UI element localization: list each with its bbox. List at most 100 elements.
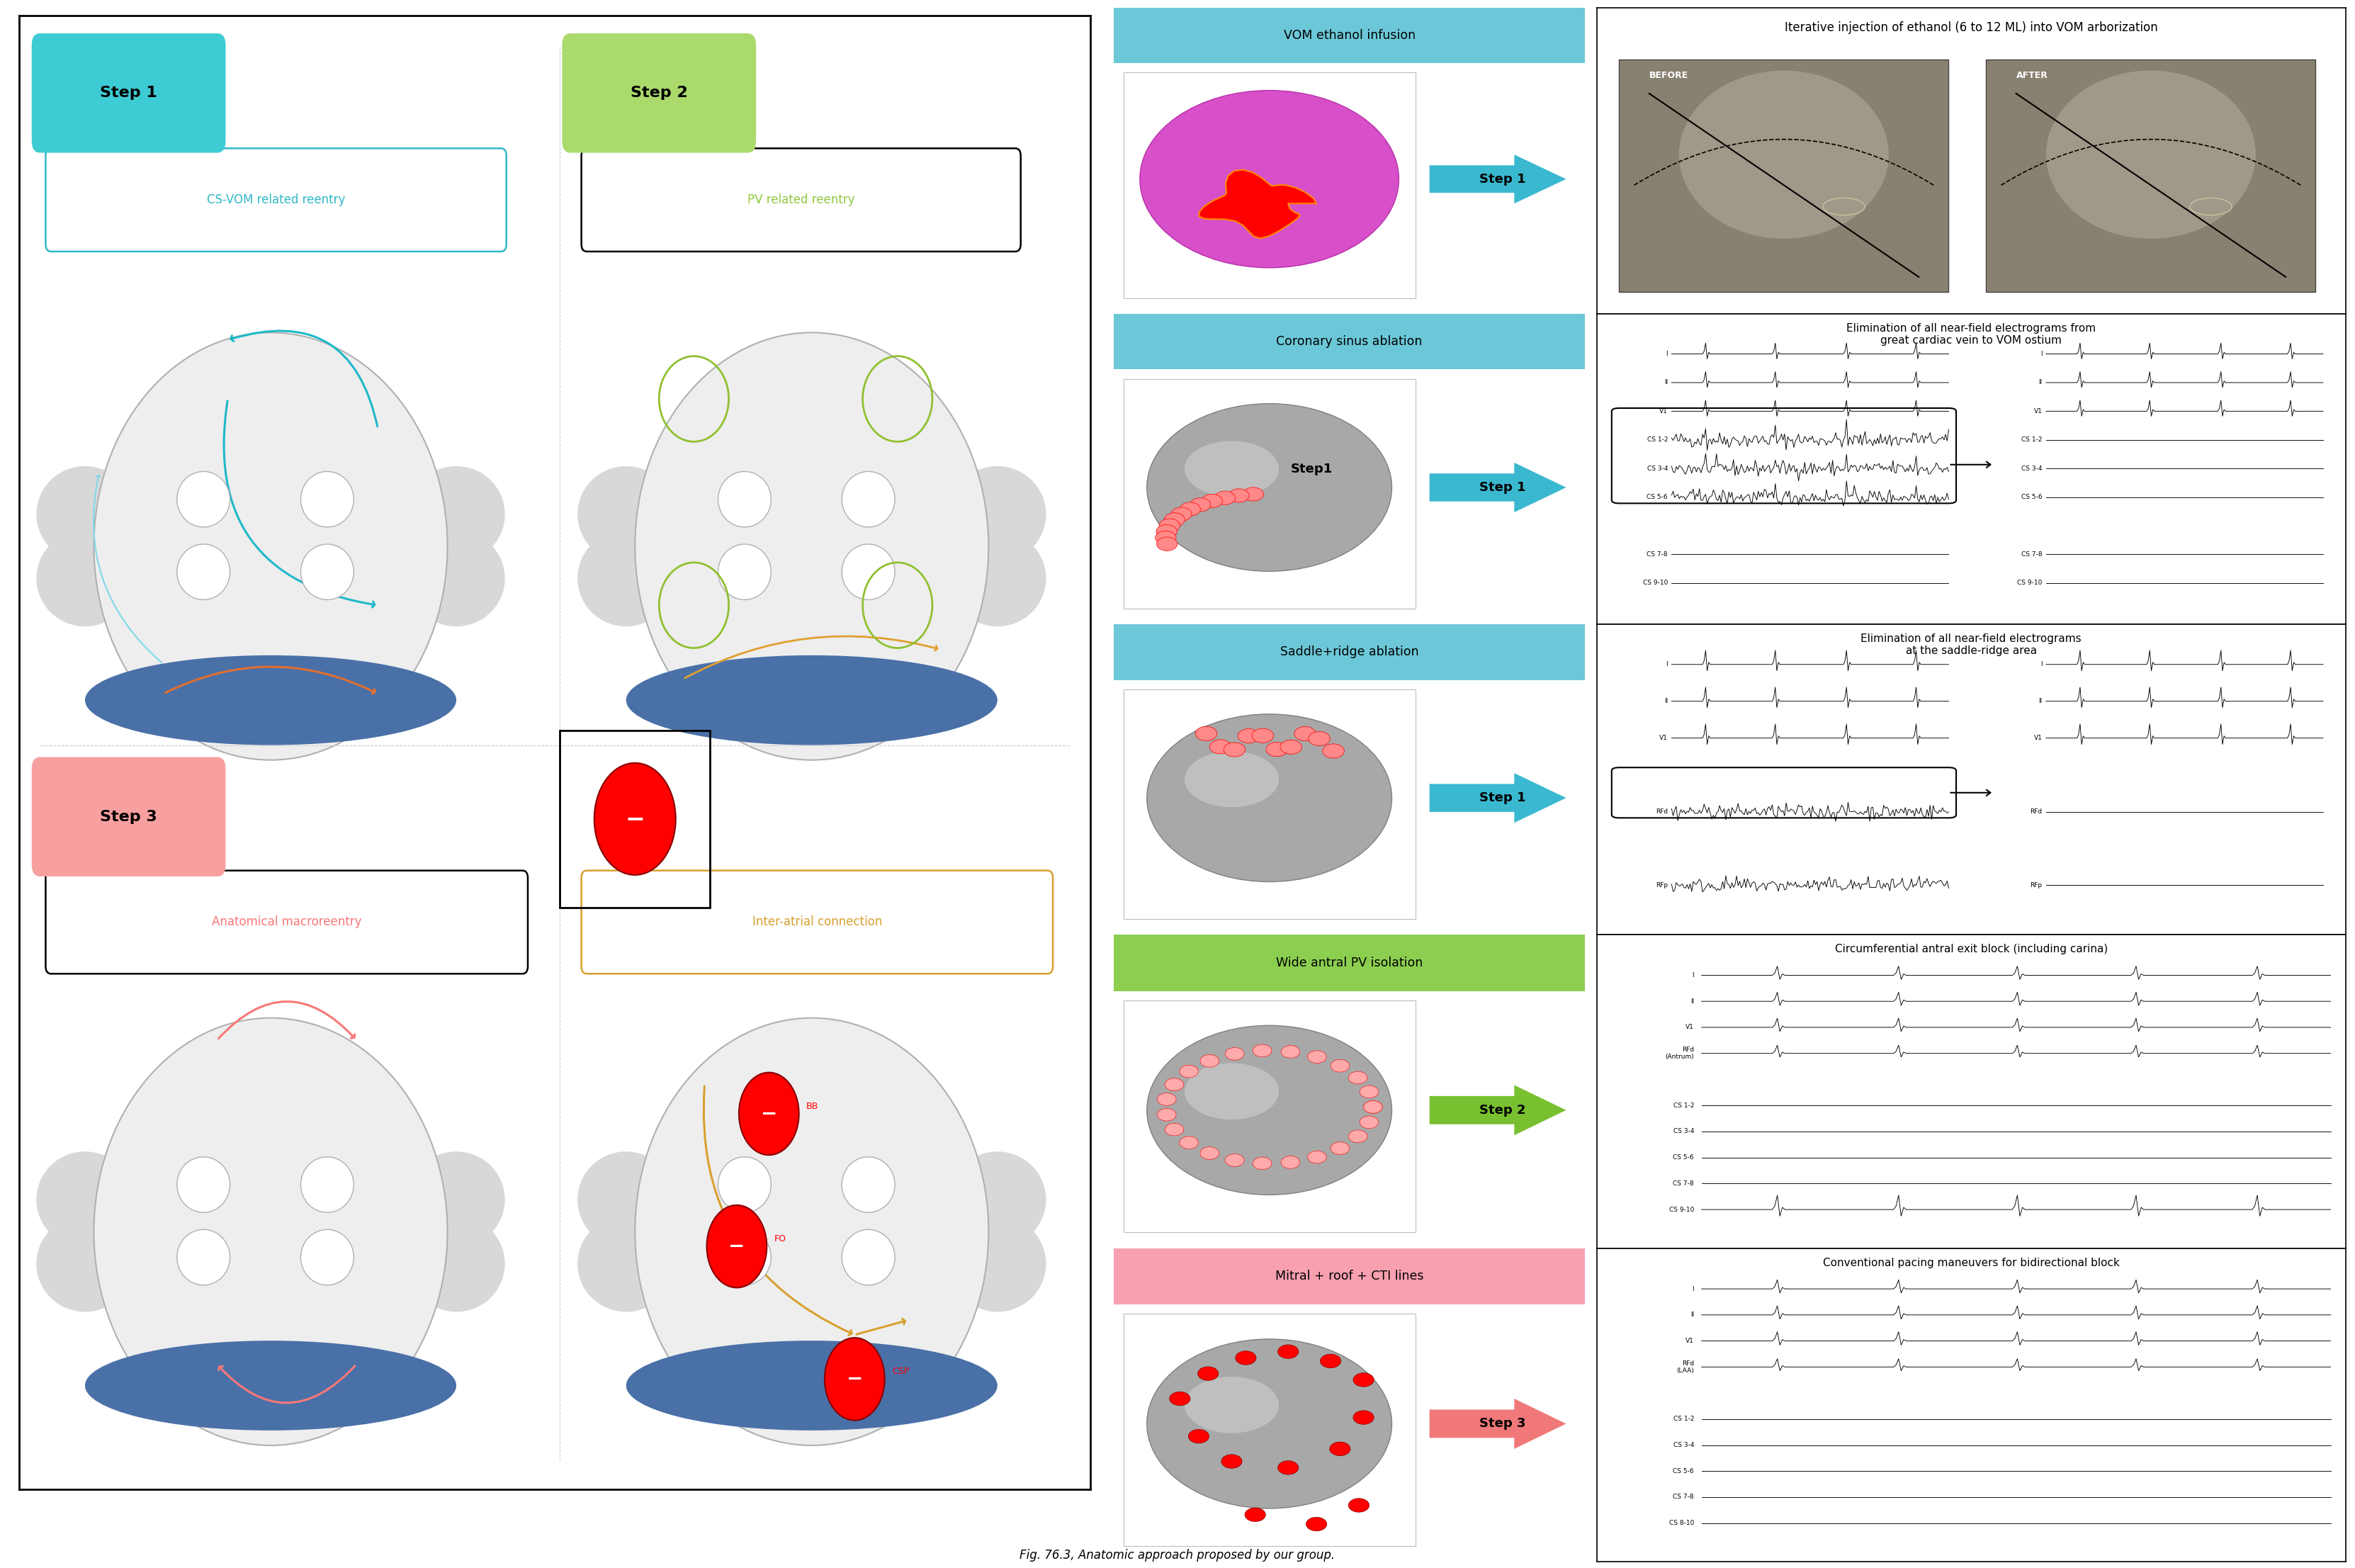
Ellipse shape: [1147, 1339, 1392, 1508]
Text: Step 3: Step 3: [99, 809, 158, 823]
Text: CS 5-6: CS 5-6: [1672, 1468, 1693, 1474]
Text: CS 9-10: CS 9-10: [1644, 580, 1667, 586]
Text: RFd: RFd: [2030, 809, 2042, 815]
Circle shape: [1295, 726, 1316, 740]
Text: V1: V1: [2035, 735, 2042, 742]
Ellipse shape: [1185, 441, 1279, 497]
Text: RFd
(Antrum): RFd (Antrum): [1665, 1046, 1693, 1060]
Circle shape: [1281, 1156, 1300, 1168]
Circle shape: [1281, 1046, 1300, 1058]
Text: V1: V1: [1686, 1338, 1693, 1344]
FancyBboxPatch shape: [1123, 72, 1415, 298]
FancyBboxPatch shape: [582, 149, 1020, 251]
Circle shape: [1229, 489, 1248, 502]
FancyBboxPatch shape: [1123, 1314, 1415, 1546]
Text: BEFORE: BEFORE: [1648, 71, 1689, 80]
Ellipse shape: [85, 1341, 457, 1430]
FancyBboxPatch shape: [1114, 314, 1585, 370]
Ellipse shape: [577, 530, 676, 627]
Text: Anatomical macroreentry: Anatomical macroreentry: [212, 916, 363, 928]
Circle shape: [1166, 1123, 1185, 1135]
Text: Elimination of all near-field electrograms from
great cardiac vein to VOM ostium: Elimination of all near-field electrogra…: [1846, 323, 2096, 347]
Ellipse shape: [718, 544, 770, 599]
Ellipse shape: [949, 530, 1046, 627]
Text: Step 1: Step 1: [99, 86, 158, 100]
Ellipse shape: [177, 472, 231, 527]
FancyBboxPatch shape: [1620, 60, 1948, 292]
Text: II: II: [1691, 999, 1693, 1005]
Ellipse shape: [841, 472, 895, 527]
Ellipse shape: [1147, 403, 1392, 571]
Ellipse shape: [407, 1151, 504, 1248]
Ellipse shape: [841, 1229, 895, 1286]
Ellipse shape: [1147, 1025, 1392, 1195]
FancyBboxPatch shape: [1114, 8, 1585, 63]
Ellipse shape: [177, 1229, 231, 1286]
Ellipse shape: [35, 1151, 134, 1248]
Circle shape: [1359, 1085, 1378, 1098]
Circle shape: [1236, 1352, 1255, 1364]
Text: II: II: [2039, 698, 2042, 704]
Circle shape: [1307, 1518, 1326, 1530]
Circle shape: [1215, 491, 1236, 505]
Text: AFTER: AFTER: [2016, 71, 2049, 80]
Circle shape: [1359, 1116, 1378, 1129]
Ellipse shape: [301, 1229, 353, 1286]
Text: CS 7-8: CS 7-8: [1672, 1181, 1693, 1187]
Ellipse shape: [407, 1215, 504, 1312]
Circle shape: [1239, 729, 1260, 743]
Text: Step1: Step1: [1291, 463, 1333, 475]
Text: CS 1-2: CS 1-2: [2021, 436, 2042, 444]
Text: Conventional pacing maneuvers for bidirectional block: Conventional pacing maneuvers for bidire…: [1823, 1258, 2120, 1269]
Text: −: −: [728, 1237, 744, 1256]
Text: CS 3-4: CS 3-4: [1672, 1443, 1693, 1449]
Text: II: II: [1665, 698, 1667, 704]
Text: FO: FO: [775, 1234, 787, 1243]
Circle shape: [1156, 532, 1175, 544]
Ellipse shape: [636, 1018, 989, 1446]
FancyArrow shape: [1429, 773, 1566, 823]
Ellipse shape: [1185, 751, 1279, 808]
Text: Step 1: Step 1: [1479, 792, 1526, 804]
Text: Step 2: Step 2: [1479, 1104, 1526, 1116]
Ellipse shape: [407, 466, 504, 563]
Ellipse shape: [177, 1157, 231, 1212]
Ellipse shape: [718, 1229, 770, 1286]
Text: Step 1: Step 1: [1479, 481, 1526, 494]
Ellipse shape: [407, 530, 504, 627]
Circle shape: [1180, 1137, 1199, 1149]
Ellipse shape: [301, 1157, 353, 1212]
Circle shape: [1349, 1131, 1368, 1143]
Circle shape: [1156, 538, 1178, 550]
Text: −: −: [624, 808, 645, 831]
Circle shape: [1321, 1355, 1340, 1367]
Ellipse shape: [301, 544, 353, 599]
Text: V1: V1: [2035, 408, 2042, 414]
Circle shape: [1279, 1461, 1298, 1474]
Ellipse shape: [949, 466, 1046, 563]
Ellipse shape: [1185, 1377, 1279, 1433]
Text: −: −: [845, 1369, 862, 1389]
Text: CS 3-4: CS 3-4: [1646, 466, 1667, 472]
Circle shape: [1279, 1345, 1298, 1358]
Circle shape: [1281, 740, 1302, 754]
FancyArrow shape: [1429, 1085, 1566, 1135]
Text: RFp: RFp: [1656, 883, 1667, 889]
Text: Iterative injection of ethanol (6 to 12 ΜL) into VOM arborization: Iterative injection of ethanol (6 to 12 …: [1785, 22, 2157, 34]
Ellipse shape: [626, 1341, 999, 1430]
Ellipse shape: [841, 1157, 895, 1212]
Circle shape: [1253, 1044, 1272, 1057]
FancyBboxPatch shape: [1114, 624, 1585, 681]
Ellipse shape: [718, 1157, 770, 1212]
Text: V1: V1: [1660, 735, 1667, 742]
Text: CS 3-4: CS 3-4: [1672, 1129, 1693, 1135]
Text: RFp: RFp: [2030, 883, 2042, 889]
FancyBboxPatch shape: [1985, 60, 2315, 292]
Text: CS 1-2: CS 1-2: [1672, 1102, 1693, 1109]
Ellipse shape: [577, 466, 676, 563]
Circle shape: [1180, 502, 1201, 516]
Ellipse shape: [35, 1215, 134, 1312]
Text: CS 3-4: CS 3-4: [2021, 466, 2042, 472]
Ellipse shape: [1185, 1063, 1279, 1120]
FancyBboxPatch shape: [1123, 1000, 1415, 1232]
